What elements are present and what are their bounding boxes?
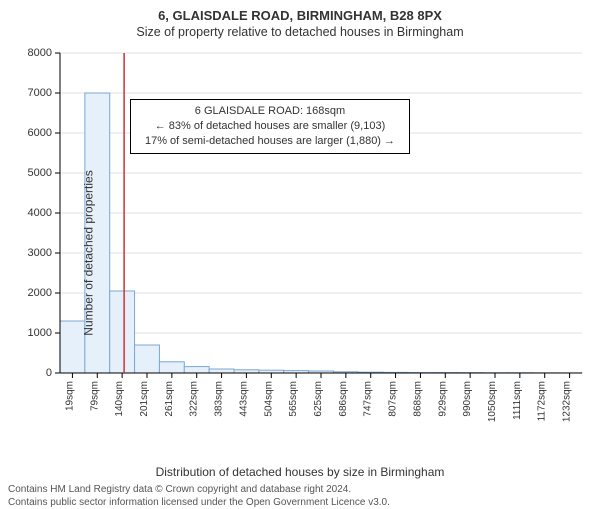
chart-container: 6, GLAISDALE ROAD, BIRMINGHAM, B28 8PX S… (0, 0, 600, 500)
x-tick-label: 383sqm (214, 381, 225, 417)
svg-text:3000: 3000 (28, 247, 52, 259)
annotation-line1: 6 GLAISDALE ROAD: 168sqm (139, 104, 401, 119)
footer-line2: Contains public sector information licen… (8, 496, 592, 509)
x-tick-label: 443sqm (238, 381, 249, 417)
x-tick-label: 19sqm (64, 381, 75, 411)
footer-line1: Contains HM Land Registry data © Crown c… (8, 483, 592, 496)
svg-text:7000: 7000 (28, 87, 52, 99)
x-axis-title: Distribution of detached houses by size … (0, 463, 600, 479)
annotation-line2: ← 83% of detached houses are smaller (9,… (139, 119, 401, 134)
x-tick-label: 807sqm (388, 381, 399, 417)
page-title-line2: Size of property relative to detached ho… (0, 23, 600, 43)
page-title-line1: 6, GLAISDALE ROAD, BIRMINGHAM, B28 8PX (0, 0, 600, 23)
svg-text:1000: 1000 (28, 327, 52, 339)
histogram-bar (110, 291, 135, 373)
x-tick-label: 1172sqm (537, 381, 548, 421)
histogram-bar (135, 345, 160, 373)
x-tick-label: 1111sqm (512, 381, 523, 420)
x-tick-label: 990sqm (462, 381, 473, 417)
x-tick-label: 868sqm (412, 381, 423, 417)
svg-text:4000: 4000 (28, 207, 52, 219)
svg-text:6000: 6000 (28, 127, 52, 139)
footer-attribution: Contains HM Land Registry data © Crown c… (0, 479, 600, 509)
x-tick-label: 201sqm (139, 381, 150, 417)
x-tick-label: 261sqm (164, 381, 175, 417)
annotation-box: 6 GLAISDALE ROAD: 168sqm ← 83% of detach… (130, 99, 410, 154)
x-tick-label: 1232sqm (562, 381, 573, 422)
svg-text:8000: 8000 (28, 47, 52, 59)
histogram-bar (184, 367, 209, 373)
x-tick-label: 625sqm (313, 381, 324, 417)
histogram-bar (159, 362, 184, 373)
x-tick-label: 747sqm (363, 381, 374, 417)
annotation-line3: 17% of semi-detached houses are larger (… (139, 134, 401, 149)
x-tick-label: 1050sqm (487, 381, 498, 422)
x-tick-label: 565sqm (288, 381, 299, 417)
x-tick-label: 140sqm (114, 381, 125, 417)
y-axis-title: Number of detached properties (82, 170, 96, 335)
svg-text:5000: 5000 (28, 167, 52, 179)
x-tick-label: 79sqm (89, 381, 100, 411)
svg-text:2000: 2000 (28, 287, 52, 299)
x-tick-label: 322sqm (189, 381, 200, 417)
x-tick-label: 686sqm (338, 381, 349, 417)
chart-area: Number of detached properties 0 1000 2000 3… (0, 43, 600, 463)
histogram-bar (209, 369, 234, 373)
x-tick-label: 504sqm (263, 381, 274, 417)
svg-text:0: 0 (46, 367, 52, 379)
x-tick-label: 929sqm (437, 381, 448, 417)
